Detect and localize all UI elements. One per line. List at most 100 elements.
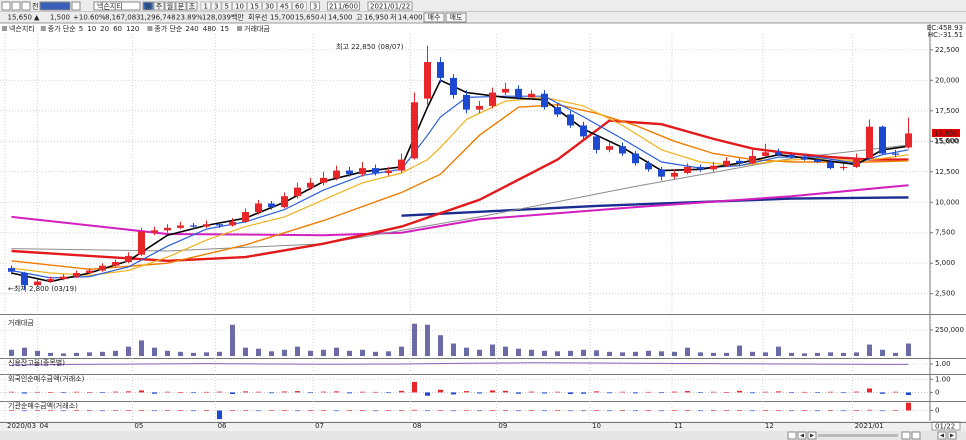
- code-input[interactable]: [39, 1, 71, 11]
- bar: [165, 391, 170, 393]
- bar: [659, 392, 664, 394]
- minute-label[interactable]: 10: [235, 3, 244, 11]
- quote-prev-volume: 1,296,748: [140, 14, 176, 22]
- bar: [61, 392, 66, 394]
- period-label[interactable]: 월: [167, 2, 173, 11]
- candle-body: [684, 166, 691, 173]
- y-tick-label: 1.00: [935, 375, 951, 383]
- bar: [763, 391, 768, 393]
- nav-button[interactable]: [21, 1, 31, 11]
- bar: [412, 323, 417, 356]
- bar: [256, 410, 261, 412]
- custom-button[interactable]: [310, 1, 320, 11]
- nav-button[interactable]: [11, 1, 21, 11]
- scroll-thumb[interactable]: [818, 434, 898, 437]
- bar: [685, 410, 690, 411]
- period-label[interactable]: 주: [156, 3, 163, 11]
- bar: [373, 391, 378, 393]
- candle-body: [385, 170, 392, 173]
- minute-button[interactable]: [200, 1, 211, 11]
- minute-label[interactable]: 30: [265, 3, 274, 11]
- bar: [594, 391, 599, 393]
- bar: [854, 391, 859, 393]
- bar: [477, 392, 482, 394]
- minute-label[interactable]: 60: [295, 3, 304, 11]
- bar: [412, 381, 417, 393]
- sell-button[interactable]: [445, 12, 467, 23]
- minute-button[interactable]: [277, 1, 292, 11]
- custom-label[interactable]: 3: [313, 3, 317, 11]
- bar: [698, 352, 703, 356]
- candle-body: [788, 154, 795, 158]
- period-label[interactable]: 초: [189, 3, 196, 11]
- bar: [464, 410, 469, 411]
- y-tick-label: 2,500: [935, 290, 955, 298]
- minute-label[interactable]: 5: [225, 3, 229, 11]
- bar: [659, 410, 664, 412]
- y-tick-label: 22,500: [935, 46, 960, 54]
- bar: [581, 349, 586, 356]
- period-button[interactable]: [186, 1, 198, 11]
- minute-label[interactable]: 1: [204, 3, 208, 11]
- period-label[interactable]: 일: [145, 2, 151, 11]
- quote-label: 회우선: [248, 13, 267, 22]
- bar: [685, 347, 690, 356]
- period-button[interactable]: [164, 1, 176, 11]
- count-box[interactable]: [327, 1, 360, 11]
- legend-entry: 15: [220, 25, 229, 33]
- bar: [789, 352, 794, 356]
- zoom-out[interactable]: [901, 431, 911, 440]
- bar: [113, 410, 118, 411]
- date-box[interactable]: [367, 1, 413, 11]
- candle-body: [593, 136, 600, 150]
- buy-button[interactable]: [423, 12, 445, 23]
- bar: [347, 392, 352, 394]
- minute-button[interactable]: [247, 1, 262, 11]
- y-tick-label: 1.00: [935, 360, 951, 368]
- arrow-icon: [810, 433, 814, 438]
- y-tick-label: 15,000: [935, 137, 960, 145]
- minute-button[interactable]: [262, 1, 277, 11]
- zoom-in[interactable]: [911, 431, 921, 440]
- bar: [230, 392, 235, 394]
- bar: [217, 351, 222, 356]
- x-tick-label: 05: [134, 422, 143, 430]
- period-button[interactable]: [153, 1, 165, 11]
- minute-button[interactable]: [211, 1, 222, 11]
- scroll-first[interactable]: [787, 431, 797, 440]
- bar: [321, 410, 326, 411]
- candle-body: [762, 152, 769, 156]
- minute-label[interactable]: 3: [214, 3, 218, 11]
- candle-body: [697, 166, 704, 170]
- minute-button[interactable]: [221, 1, 232, 11]
- minute-label[interactable]: 15: [250, 3, 259, 11]
- period-label[interactable]: 분: [178, 3, 185, 11]
- candle-body: [151, 230, 158, 233]
- candle-body: [346, 170, 353, 175]
- bar: [776, 391, 781, 393]
- menu-button[interactable]: [1, 1, 11, 11]
- bar: [308, 392, 313, 394]
- minute-button[interactable]: [232, 1, 247, 11]
- quote-open: 14,500: [328, 14, 353, 22]
- search-button[interactable]: [71, 1, 81, 11]
- minute-button[interactable]: [292, 1, 307, 11]
- period-button[interactable]: [175, 1, 187, 11]
- bar: [490, 390, 495, 393]
- bar: [737, 390, 742, 393]
- sell-label[interactable]: 매도: [450, 14, 463, 22]
- bar: [204, 352, 209, 356]
- x-tick-label: 09: [498, 422, 507, 430]
- bar: [269, 351, 274, 356]
- stock-name-box[interactable]: [93, 1, 141, 11]
- candle-body: [177, 225, 184, 228]
- period-button[interactable]: [142, 1, 154, 11]
- x-tick-label: 2020/03: [7, 422, 36, 430]
- bar: [555, 410, 560, 411]
- bar: [48, 392, 53, 393]
- minute-label[interactable]: 45: [280, 3, 289, 11]
- buy-label[interactable]: 매수: [428, 14, 441, 22]
- candle-body: [476, 105, 483, 110]
- bar: [841, 352, 846, 356]
- bar: [9, 410, 14, 411]
